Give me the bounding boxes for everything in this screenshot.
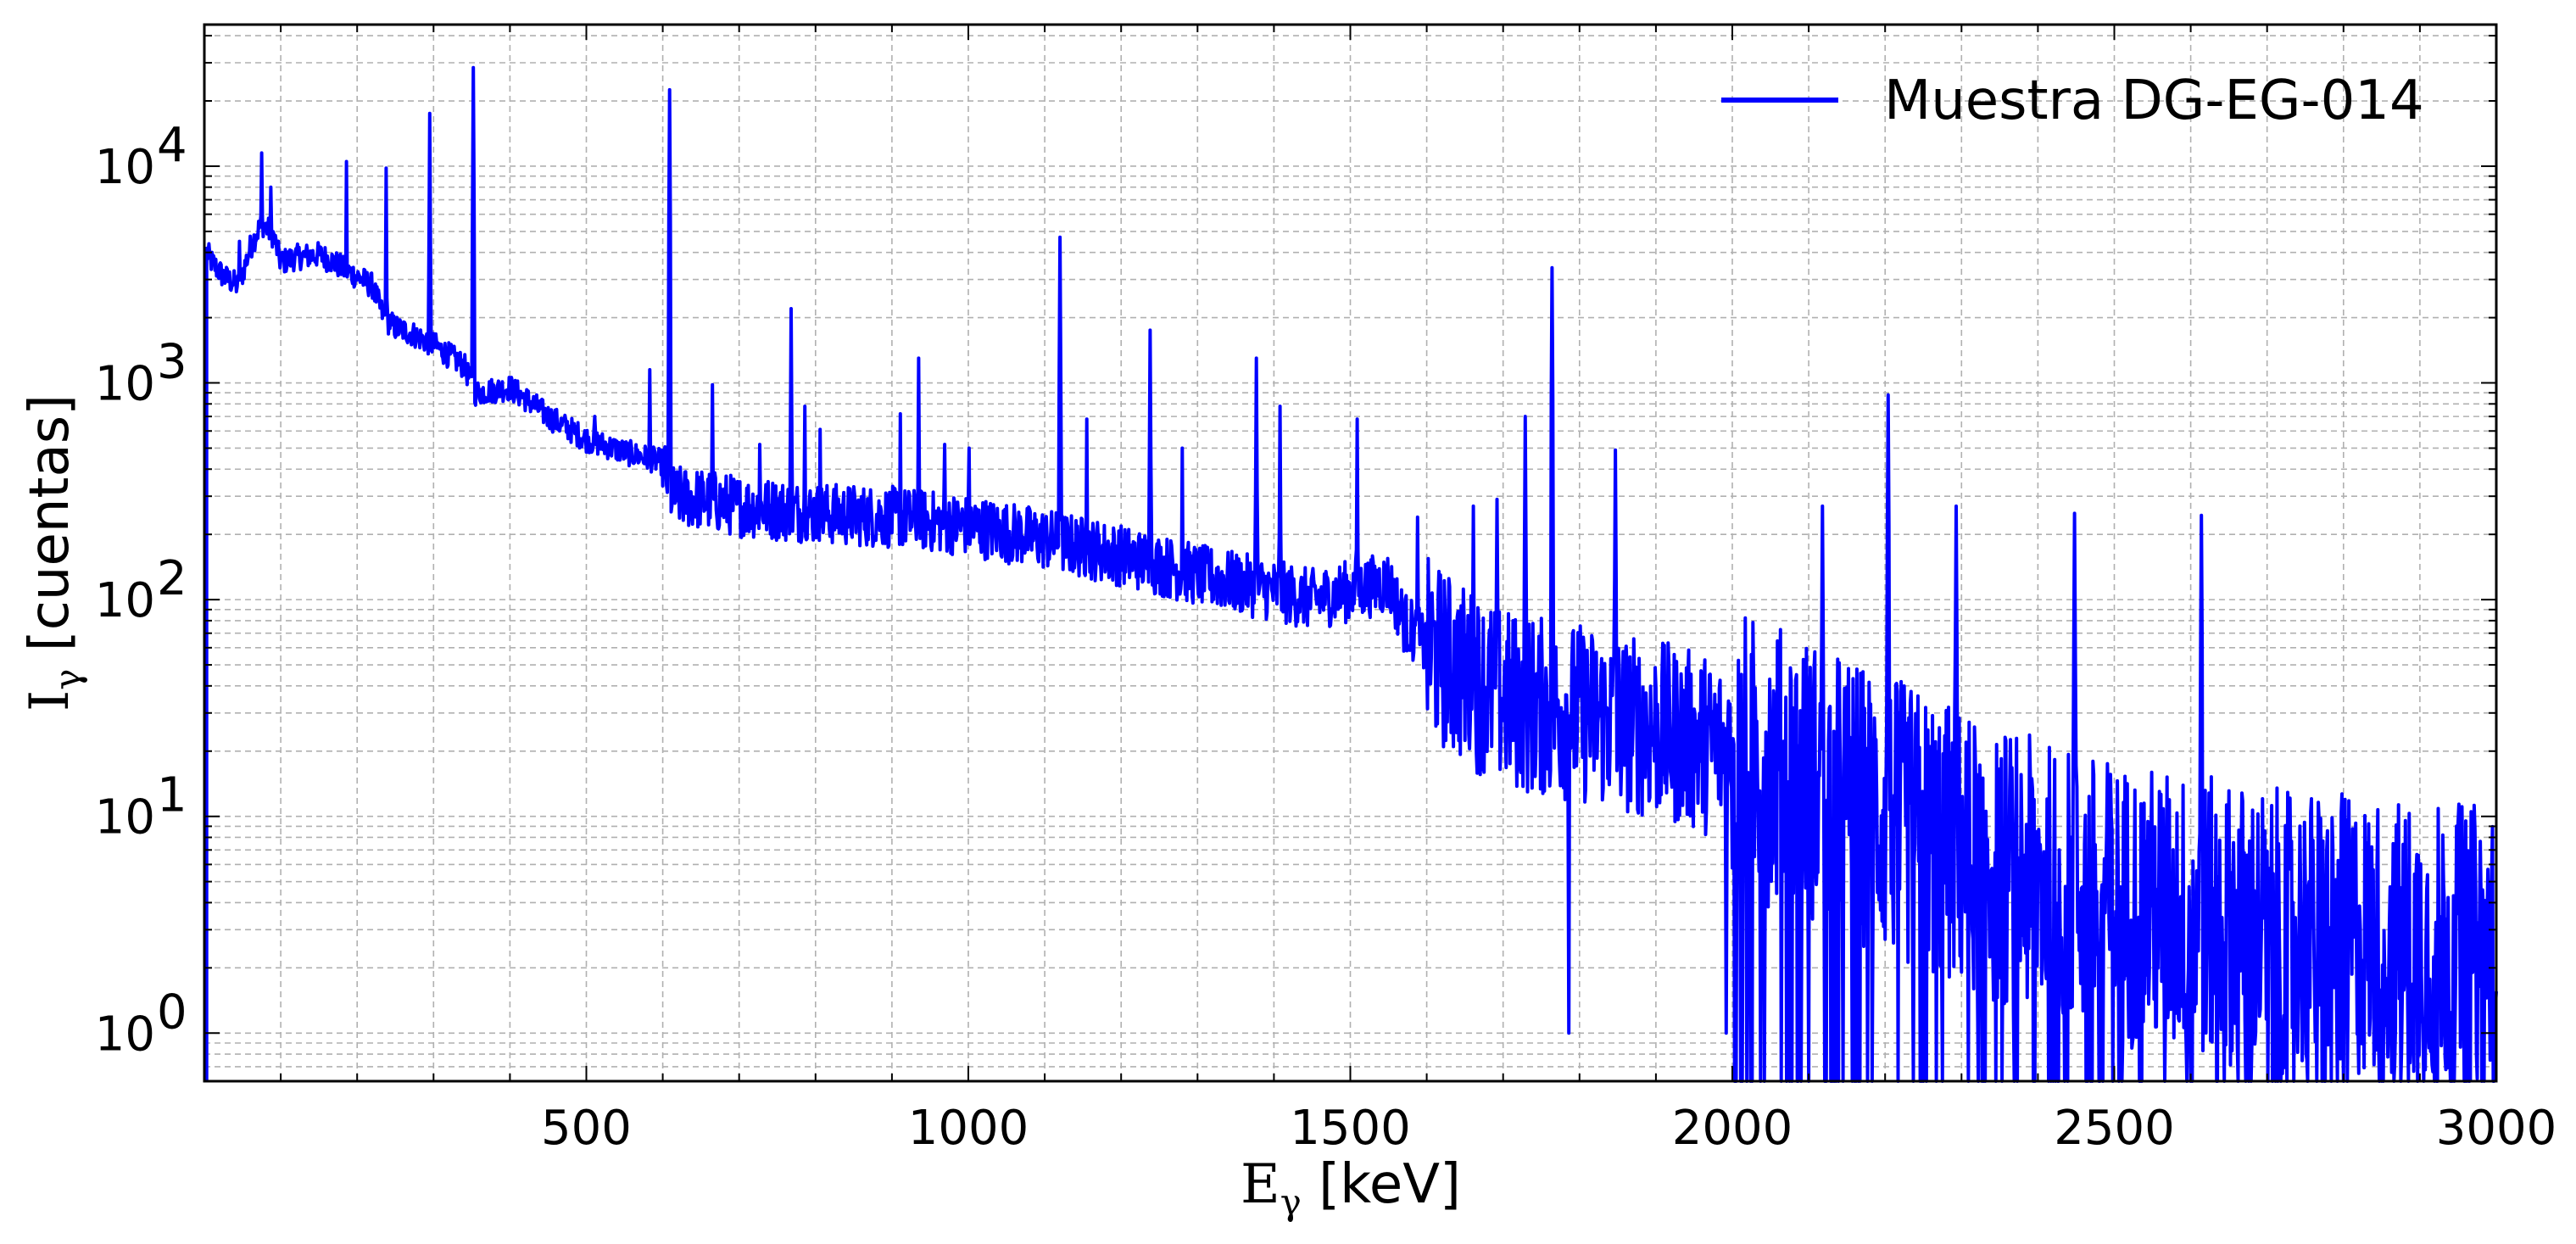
x-tick-label: 3000 [2436,1101,2557,1156]
y-tick-label: 10 [95,357,155,412]
series-layer [204,65,2498,1083]
y-tick-label: 10 [95,1007,155,1062]
y-axis-label-sub: γ [47,669,88,690]
y-tick-label: 10 [95,573,155,628]
x-tick-label: 1500 [1290,1101,1411,1156]
legend: Muestra DG-EG-014 [1721,70,2424,132]
plot-frame [203,23,2498,1083]
y-tick-label: 10 [95,140,155,195]
y-tick-exponent: 4 [157,118,187,173]
y-tick-label: 10 [95,790,155,845]
x-axis-label-unit: [keV] [1302,1153,1461,1216]
x-tick-labels: 500 1000 1500 2000 2500 3000 [541,1101,2556,1156]
x-tick-label: 1000 [908,1101,1029,1156]
y-axis-label-base: I [19,690,81,711]
x-tick-label: 500 [541,1101,632,1156]
y-tick-exponent: 2 [157,551,187,606]
x-axis-label-base: E [1241,1153,1280,1216]
y-tick-exponent: 0 [157,985,187,1040]
x-tick-label: 2000 [1672,1101,1793,1156]
x-axis-label: Eγ [keV] [1241,1153,1461,1223]
y-axis-label-unit: [cuentas] [19,394,81,669]
x-axis-label-sub: γ [1280,1181,1302,1223]
y-tick-exponent: 3 [157,335,187,390]
y-tick-exponent: 1 [157,768,187,823]
legend-label: Muestra DG-EG-014 [1884,70,2424,132]
x-tick-label: 2500 [2054,1101,2175,1156]
spectrum-series-line [204,65,2498,1083]
plot-area [203,23,2498,1083]
y-axis-label: Iγ [cuentas] [19,394,88,711]
